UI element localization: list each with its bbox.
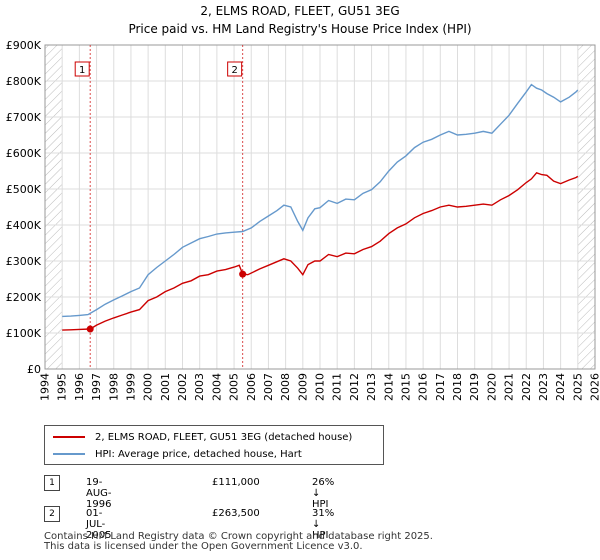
legend-swatch-blue	[53, 453, 85, 455]
x-tick-label: 2006	[245, 373, 258, 401]
x-tick-label: 1995	[56, 373, 69, 401]
property-price-line	[62, 171, 579, 331]
transaction-price: £263,500	[212, 508, 260, 519]
event-label-box	[227, 61, 243, 77]
sale-point	[239, 270, 247, 278]
legend-label-hpi: HPI: Average price, detached house, Hart	[95, 448, 302, 460]
x-tick-label: 1994	[39, 373, 52, 401]
transaction-date: 01-JUL-2005	[86, 508, 112, 541]
legend-entry-property: 2, ELMS ROAD, FLEET, GU51 3EG (detached …	[53, 430, 352, 444]
x-tick-label: 1996	[73, 373, 86, 401]
x-tick-label: 2012	[348, 373, 361, 401]
x-tick-label: 2015	[399, 373, 412, 401]
x-tick-label: 2011	[331, 373, 344, 401]
y-tick-label: £900K	[6, 39, 42, 52]
legend-entry-hpi: HPI: Average price, detached house, Hart	[53, 447, 302, 461]
chart-legend: 2, ELMS ROAD, FLEET, GU51 3EG (detached …	[44, 425, 384, 465]
plot-border	[44, 44, 596, 370]
footer-notice: Contains HM Land Registry data © Crown c…	[44, 532, 433, 552]
x-tick-label: 2013	[365, 373, 378, 401]
x-tick-label: 2004	[210, 373, 223, 401]
y-tick-label: £0	[27, 363, 41, 376]
x-tick-label: 2026	[589, 373, 600, 401]
transaction-price: £111,000	[212, 477, 260, 488]
y-tick-label: £600K	[6, 147, 42, 160]
x-tick-label: 2025	[571, 373, 584, 401]
event-label: 1	[79, 65, 85, 76]
sale-point	[86, 325, 94, 333]
x-tick-label: 2008	[279, 373, 292, 401]
x-tick-label: 2010	[314, 373, 327, 401]
x-tick-label: 2024	[554, 373, 567, 401]
x-tick-label: 2019	[468, 373, 481, 401]
y-tick-label: £800K	[6, 75, 42, 88]
chart-title: 2, ELMS ROAD, FLEET, GU51 3EG	[200, 4, 400, 18]
event-label-box	[74, 61, 90, 77]
hatched-region-after	[577, 45, 595, 369]
price-chart: 1 2 £0 £100K £200K £300K £400K £500K £600K £700K £…	[6, 39, 600, 401]
y-tick-label: £100K	[6, 327, 42, 340]
footer-line-1: Contains HM Land Registry data © Crown c…	[44, 531, 433, 542]
x-tick-label: 2005	[228, 373, 241, 401]
x-tick-label: 2002	[176, 373, 189, 401]
x-tick-label: 1999	[124, 373, 137, 401]
transaction-hpi-diff: 26% ↓ HPI	[312, 477, 335, 510]
y-tick-label: £500K	[6, 183, 42, 196]
x-tick-label: 2022	[520, 373, 533, 401]
event-label: 2	[231, 65, 237, 76]
x-tick-label: 2003	[193, 373, 206, 401]
legend-swatch-red	[53, 436, 85, 438]
x-tick-label: 1998	[107, 373, 120, 401]
y-tick-label: £300K	[6, 255, 42, 268]
x-tick-label: 2023	[537, 373, 550, 401]
hatched-region-before	[45, 45, 63, 369]
transaction-hpi-diff: 31% ↓ HPI	[312, 508, 335, 541]
x-tick-label: 2018	[451, 373, 464, 401]
transaction-date: 19-AUG-1996	[86, 477, 112, 510]
transaction-marker-badge: 1	[44, 475, 60, 491]
y-tick-label: £400K	[6, 219, 42, 232]
transaction-marker-badge: 2	[44, 506, 60, 522]
legend-label-property: 2, ELMS ROAD, FLEET, GU51 3EG (detached …	[95, 431, 353, 443]
x-tick-label: 2020	[485, 373, 498, 401]
x-tick-label: 2009	[296, 373, 309, 401]
footer-line-2: This data is licensed under the Open Gov…	[44, 541, 363, 552]
x-tick-label: 2021	[503, 373, 516, 401]
y-tick-label: £700K	[6, 111, 42, 124]
x-tick-label: 1997	[90, 373, 103, 401]
x-tick-label: 2001	[159, 373, 172, 401]
hpi-line	[62, 83, 579, 318]
x-tick-label: 2014	[382, 373, 395, 401]
x-tick-label: 2017	[434, 373, 447, 401]
chart-subtitle: Price paid vs. HM Land Registry's House …	[128, 22, 472, 36]
x-tick-label: 2007	[262, 373, 275, 401]
x-tick-label: 2000	[142, 373, 155, 401]
y-tick-label: £200K	[6, 291, 42, 304]
x-tick-label: 2016	[417, 373, 430, 401]
